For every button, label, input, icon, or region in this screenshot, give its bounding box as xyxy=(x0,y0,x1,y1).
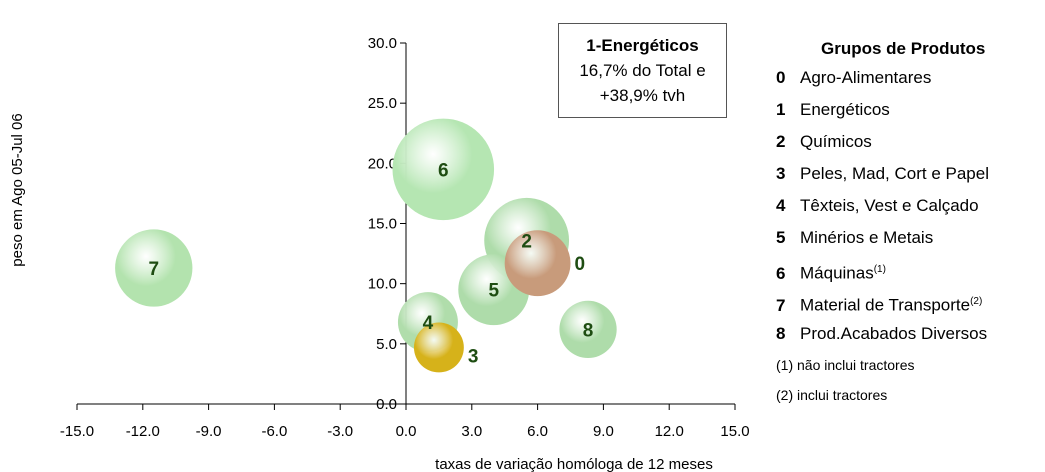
callout-title: 1-Energéticos xyxy=(586,36,699,55)
callout-line-1: 16,7% do Total e xyxy=(579,61,706,80)
bubble-label-2: 2 xyxy=(521,231,532,252)
bubble-8 xyxy=(559,300,617,359)
x-tick-label: 12.0 xyxy=(655,423,684,440)
legend-item-8: 8 Prod.Acabados Diversos xyxy=(776,318,1044,350)
y-tick-label: 20.0 xyxy=(368,155,397,172)
legend-item-2: 2 Químicos xyxy=(776,126,1044,158)
bubble-3 xyxy=(413,322,464,373)
bubble-label-8: 8 xyxy=(583,320,594,341)
legend-item-6: 6 Máquinas(1) xyxy=(776,254,1044,286)
legend-item-number: 0 xyxy=(776,68,786,87)
axes: -15.0 -12.0 -9.0 -6.0 -3.0 0.0 3.0 6.0 9.0 12.0 15… xyxy=(60,35,750,440)
bubble-0 xyxy=(504,230,571,297)
x-tick-label: -15.0 xyxy=(60,423,94,440)
legend-item-label: Peles, Mad, Cort e Papel xyxy=(800,164,989,183)
legend-item-label: Máquinas xyxy=(800,263,874,283)
x-tick-label: -6.0 xyxy=(261,423,287,440)
y-tick-label: 5.0 xyxy=(376,336,397,353)
bubble-labels: 6 2 7 5 0 4 8 3 xyxy=(148,160,593,367)
legend-item-number: 3 xyxy=(776,164,786,183)
legend-item-label: Energéticos xyxy=(800,100,890,119)
legend-item-0: 0 Agro-Alimentares xyxy=(776,62,1044,94)
legend-note-2: (2) inclui tractores xyxy=(776,387,888,403)
legend-item-number: 4 xyxy=(776,196,786,215)
bubble-label-6: 6 xyxy=(438,160,449,181)
legend: Grupos de Produtos 0 Agro-Alimentares 1 Ene… xyxy=(776,36,1044,410)
legend-item-number: 7 xyxy=(776,295,786,315)
legend-item-label: Agro-Alimentares xyxy=(800,68,932,87)
legend-item-7: 7 Material de Transporte(2) xyxy=(776,286,1044,318)
highlight-callout: 1-Energéticos 16,7% do Total e +38,9% tv… xyxy=(558,23,727,118)
legend-items: 0 Agro-Alimentares 1 Energéticos 2 Químicos 3 P… xyxy=(776,62,1044,350)
bubble-7 xyxy=(115,229,193,307)
legend-notes: (1) não inclui tractores (2) inclui tract… xyxy=(776,350,1044,410)
y-tick-label: 10.0 xyxy=(368,276,397,293)
y-axis-title: peso em Ago 05-Jul 06 xyxy=(9,113,26,266)
legend-item-label: Prod.Acabados Diversos xyxy=(800,324,988,343)
bubble-label-7: 7 xyxy=(148,259,159,280)
legend-item-label: Minérios e Metais xyxy=(800,228,934,247)
x-tick-label: 9.0 xyxy=(593,423,614,440)
x-tick-label: 6.0 xyxy=(527,423,548,440)
y-tick-label: 30.0 xyxy=(368,35,397,52)
bubble-6 xyxy=(392,118,495,221)
legend-item-number: 1 xyxy=(776,100,786,119)
bubbles xyxy=(115,118,617,373)
callout-line-2: +38,9% tvh xyxy=(599,86,686,105)
legend-item-footnote-ref: (1) xyxy=(873,264,886,275)
x-tick-label: 15.0 xyxy=(720,423,749,440)
x-tick-label: 0.0 xyxy=(396,423,417,440)
legend-item-3: 3 Peles, Mad, Cort e Papel xyxy=(776,158,1044,190)
legend-item-number: 2 xyxy=(776,132,786,151)
x-tick-label: -12.0 xyxy=(126,423,160,440)
legend-title: Grupos de Produtos xyxy=(821,39,986,58)
legend-item-label: Químicos xyxy=(800,132,872,151)
bubble-label-5: 5 xyxy=(488,281,499,302)
y-tick-label: 15.0 xyxy=(368,216,397,233)
bubble-label-0: 0 xyxy=(575,254,586,275)
x-tick-label: 3.0 xyxy=(461,423,482,440)
legend-item-number: 5 xyxy=(776,228,786,247)
legend-item-5: 5 Minérios e Metais xyxy=(776,222,1044,254)
x-tick-label: -3.0 xyxy=(327,423,353,440)
legend-note-1: (1) não inclui tractores xyxy=(776,357,915,373)
legend-item-4: 4 Têxteis, Vest e Calçado xyxy=(776,190,1044,222)
y-tick-label: 0.0 xyxy=(376,396,397,413)
bubble-label-4: 4 xyxy=(423,313,434,334)
x-tick-label: -9.0 xyxy=(196,423,222,440)
legend-item-number: 8 xyxy=(776,324,786,343)
legend-item-label: Têxteis, Vest e Calçado xyxy=(800,196,979,215)
y-tick-label: 25.0 xyxy=(368,95,397,112)
x-axis-title: taxas de variação homóloga de 12 meses xyxy=(435,456,713,472)
legend-item-number: 6 xyxy=(776,263,786,283)
legend-item-label: Material de Transporte xyxy=(800,295,971,315)
legend-item-footnote-ref: (2) xyxy=(970,296,983,307)
legend-item-1: 1 Energéticos xyxy=(776,94,1044,126)
bubble-label-3: 3 xyxy=(468,346,479,367)
